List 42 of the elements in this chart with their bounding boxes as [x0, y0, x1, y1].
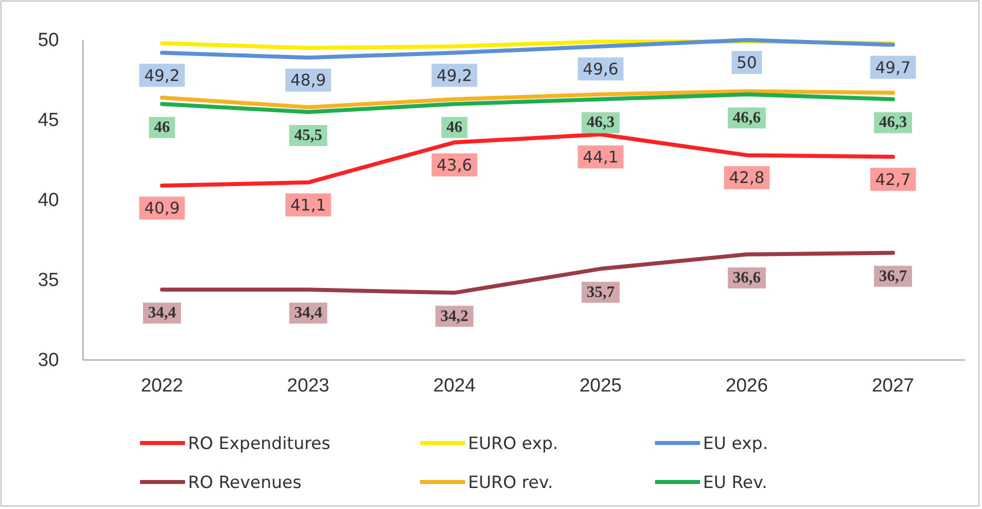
data-label: 40,9	[144, 198, 180, 218]
data-label: 48,9	[290, 70, 326, 90]
x-tick-label: 2026	[726, 375, 768, 396]
y-tick-label: 35	[38, 270, 59, 292]
data-label: 50	[736, 53, 757, 72]
data-label: 46,6	[732, 109, 761, 126]
x-tick-label: 2022	[140, 375, 184, 396]
data-label: 34,2	[440, 308, 468, 325]
data-label: 46	[154, 119, 170, 136]
legend-label: EURO exp.	[468, 434, 558, 454]
x-tick-label: 2023	[287, 375, 330, 396]
data-label: 34,4	[148, 304, 176, 322]
data-label: 42,7	[875, 170, 911, 189]
data-label: 35,7	[586, 284, 615, 301]
legend-label: EU Rev.	[703, 473, 768, 493]
legend-label: EU exp.	[703, 434, 768, 454]
data-label: 43,6	[436, 155, 472, 174]
y-tick-label: 50	[38, 30, 59, 52]
data-label: 44,1	[582, 147, 618, 166]
data-label: 36,7	[879, 268, 907, 285]
data-label: 49,7	[875, 58, 911, 77]
legend-label: RO Expenditures	[188, 434, 330, 454]
data-label: 46	[446, 119, 462, 136]
data-label: 49,6	[582, 59, 618, 78]
y-tick-label: 40	[38, 190, 59, 212]
x-tick-label: 2024	[433, 375, 476, 396]
x-tick-label: 2027	[872, 375, 914, 396]
data-label: 42,8	[728, 168, 765, 188]
x-tick-label: 2025	[579, 375, 622, 396]
data-label: 49,2	[144, 66, 180, 85]
data-label: 45,5	[294, 127, 322, 144]
data-label: 46,3	[586, 114, 615, 132]
data-label: 36,6	[732, 269, 761, 286]
data-label: 49,2	[436, 66, 472, 85]
line-series	[160, 89, 895, 110]
data-label: 46,3	[879, 114, 907, 132]
y-tick-label: 30	[38, 350, 59, 372]
legend-label: RO Revenues	[188, 473, 302, 493]
legend-label: EURO rev.	[468, 473, 553, 493]
data-label: 34,4	[294, 304, 322, 322]
y-tick-label: 45	[38, 110, 59, 132]
data-label: 41,1	[290, 195, 326, 214]
